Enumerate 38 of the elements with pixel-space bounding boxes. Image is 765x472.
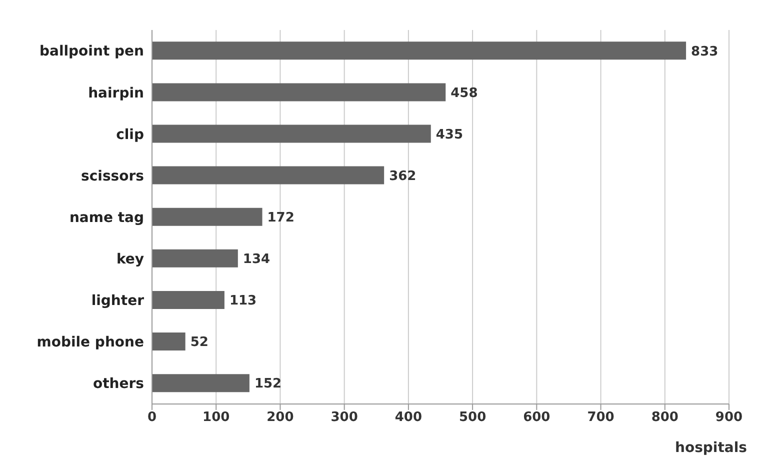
data-label: 172 (267, 210, 294, 226)
x-tick-label: 600 (523, 410, 550, 426)
data-label: 362 (389, 168, 416, 184)
data-label: 134 (242, 252, 270, 268)
bar (152, 374, 250, 392)
data-label: 833 (691, 44, 718, 60)
x-tick-label: 0 (147, 410, 157, 426)
x-tick-label: 500 (458, 410, 486, 426)
bar (152, 42, 686, 60)
y-tick-label: lighter (91, 293, 144, 310)
bar (152, 249, 238, 268)
bar (152, 208, 262, 226)
data-label: 152 (254, 376, 282, 392)
y-tick-label: hairpin (88, 85, 144, 102)
y-tick-label: key (116, 252, 144, 268)
x-tick-label: 300 (330, 410, 358, 426)
x-tick-label: 100 (202, 410, 230, 426)
x-tick-label: 700 (587, 410, 614, 426)
bar (152, 332, 186, 351)
x-tick-label: 800 (651, 410, 678, 426)
data-label: 52 (190, 335, 208, 350)
y-tick-label: others (92, 376, 144, 392)
x-tick-label: 900 (715, 410, 743, 426)
x-tick-label: 200 (266, 410, 294, 426)
y-tick-label: clip (116, 126, 144, 143)
x-axis-title: hospitals (674, 440, 747, 456)
y-tick-label: name tag (69, 210, 144, 226)
data-label: 435 (436, 127, 464, 142)
bar (152, 166, 384, 184)
data-label: 458 (450, 86, 478, 101)
y-tick-label: ballpoint pen (39, 44, 144, 60)
bar (152, 83, 446, 102)
x-tick-label: 400 (394, 410, 422, 426)
bar (152, 290, 224, 309)
y-tick-label: mobile phone (36, 334, 144, 351)
y-tick-label: scissors (81, 168, 144, 184)
bar (152, 124, 431, 143)
data-label: 113 (229, 294, 257, 309)
